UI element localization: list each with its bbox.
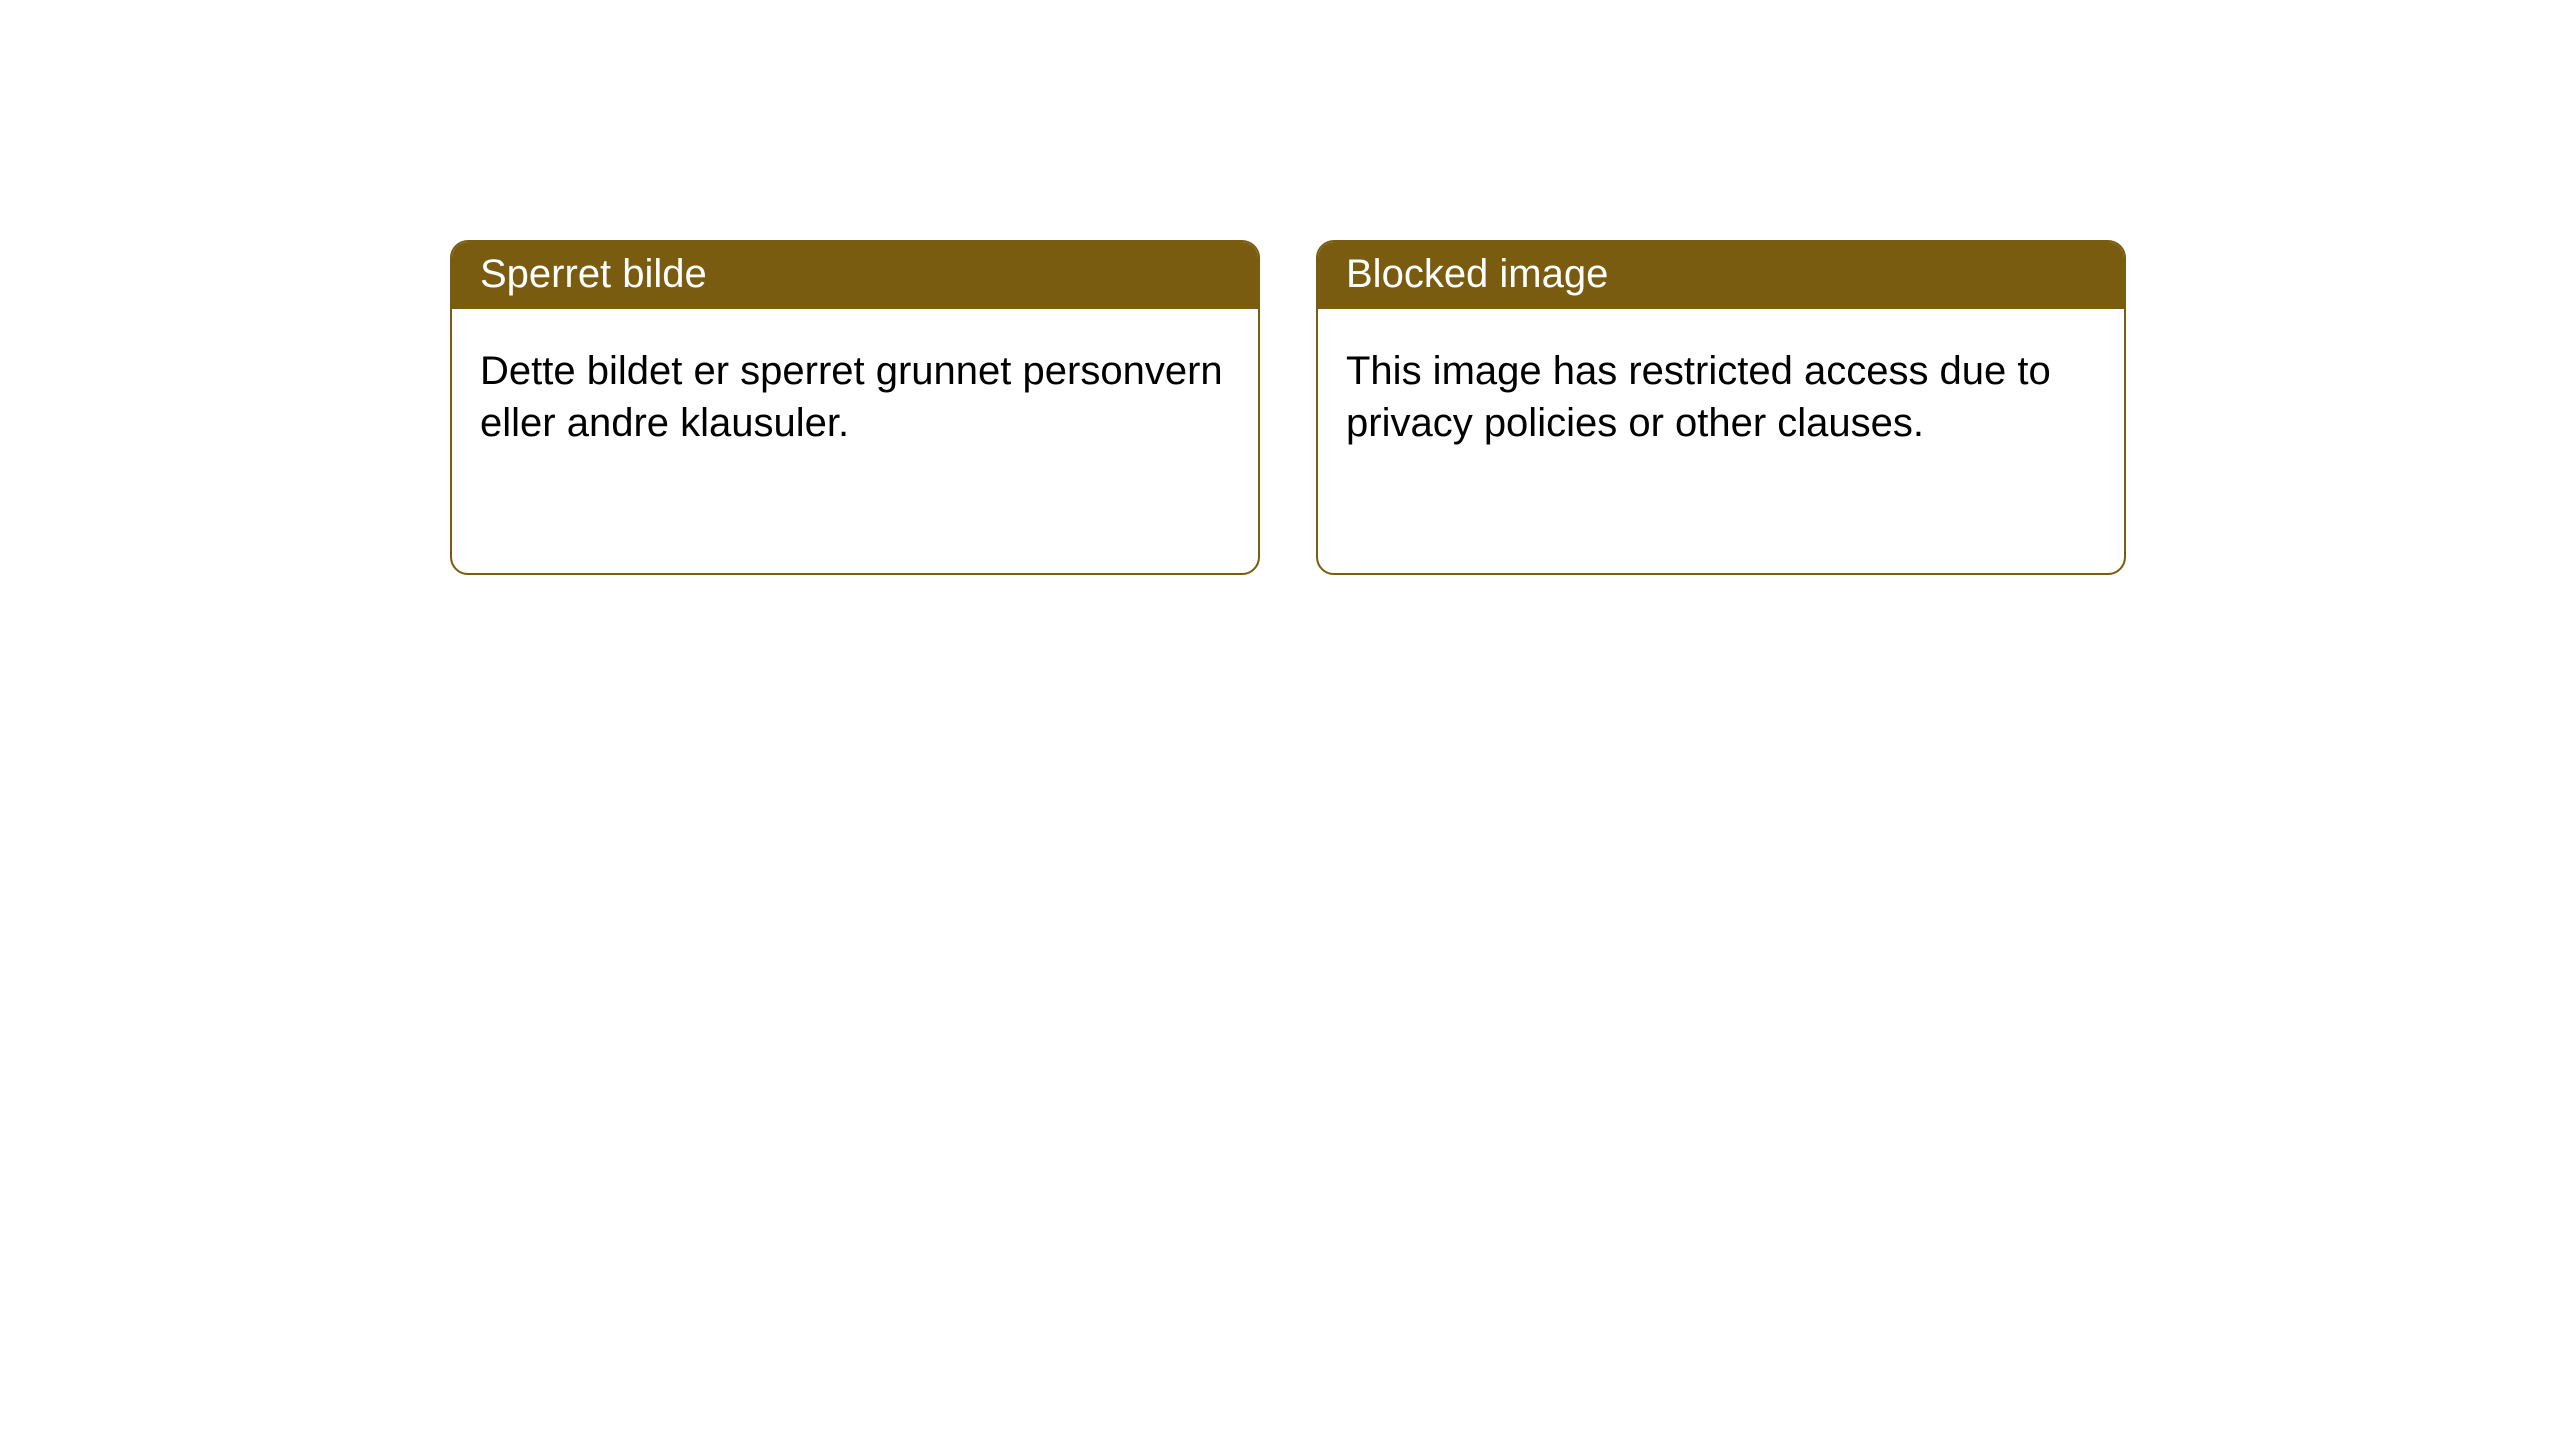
notice-text: This image has restricted access due to … [1346, 349, 2051, 445]
notice-card-english: Blocked image This image has restricted … [1316, 240, 2126, 575]
notice-title: Blocked image [1346, 252, 1608, 296]
notice-card-norwegian: Sperret bilde Dette bildet er sperret gr… [450, 240, 1260, 575]
notice-title: Sperret bilde [480, 252, 707, 296]
notice-body-norwegian: Dette bildet er sperret grunnet personve… [452, 309, 1258, 485]
notice-text: Dette bildet er sperret grunnet personve… [480, 349, 1223, 445]
notice-body-english: This image has restricted access due to … [1318, 309, 2124, 485]
notice-container: Sperret bilde Dette bildet er sperret gr… [0, 0, 2560, 575]
notice-header-english: Blocked image [1318, 242, 2124, 309]
notice-header-norwegian: Sperret bilde [452, 242, 1258, 309]
